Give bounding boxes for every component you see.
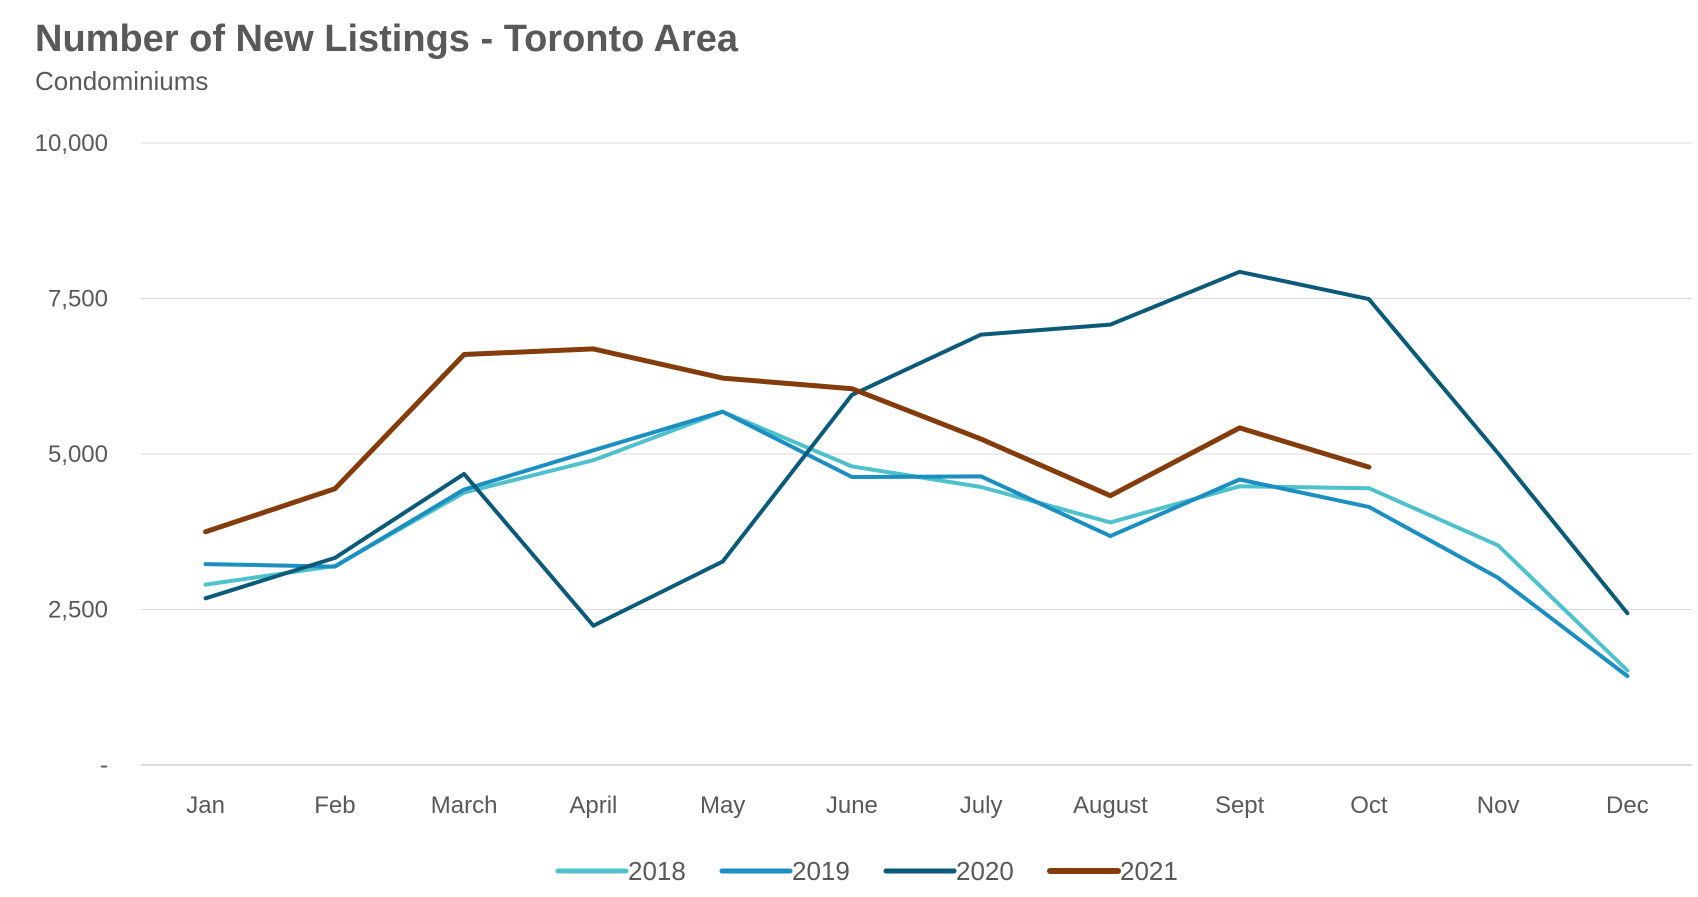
legend: 2018 2019 2020 2021 <box>555 856 1178 886</box>
x-tick-label: July <box>960 792 1003 819</box>
x-axis-ticks: Jan Feb March April May June July August Sept Oct… <box>186 792 1648 819</box>
series-lines <box>203 269 1630 679</box>
y-tick-label: 5,000 <box>48 441 108 468</box>
series-line-2018 <box>203 409 1630 673</box>
legend-label-2020: 2020 <box>956 856 1014 886</box>
y-tick-label: 2,500 <box>48 597 108 624</box>
x-tick-label: August <box>1073 792 1148 819</box>
x-tick-label: June <box>826 792 878 819</box>
x-tick-label: Oct <box>1350 792 1388 819</box>
y-tick-label: 7,500 <box>48 286 108 313</box>
x-tick-label: Jan <box>186 792 225 819</box>
y-axis-ticks: - 2,500 5,000 7,500 10,000 <box>35 130 108 779</box>
x-tick-label: April <box>569 792 617 819</box>
series-line-2020 <box>203 269 1630 628</box>
chart-title: Number of New Listings - Toronto Area <box>35 18 739 60</box>
x-tick-label: Dec <box>1606 792 1649 819</box>
gridlines <box>141 142 1692 766</box>
series-line-2021 <box>203 346 1372 535</box>
chart-subtitle: Condominiums <box>35 66 209 96</box>
y-tick-label: 10,000 <box>35 130 108 157</box>
y-tick-label: - <box>100 752 108 779</box>
legend-label-2018: 2018 <box>628 856 686 886</box>
x-tick-label: Feb <box>314 792 355 819</box>
x-tick-label: Sept <box>1215 792 1265 819</box>
legend-label-2021: 2021 <box>1120 856 1178 886</box>
x-tick-label: Nov <box>1477 792 1520 819</box>
series-line-2019 <box>203 409 1630 679</box>
x-tick-label: May <box>700 792 745 819</box>
x-tick-label: March <box>431 792 498 819</box>
legend-label-2019: 2019 <box>792 856 850 886</box>
